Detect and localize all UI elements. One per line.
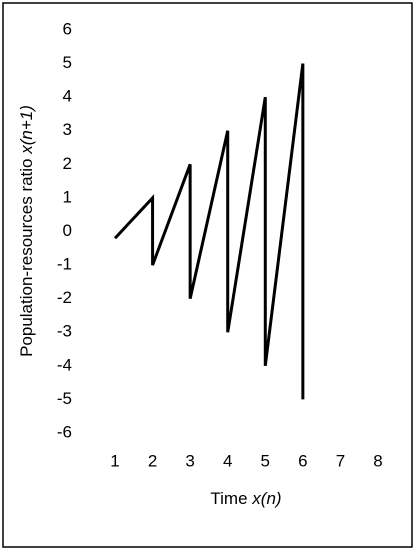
- y-tick-label: -1: [57, 255, 72, 274]
- y-tick-label: 3: [63, 120, 72, 139]
- y-tick-label: -4: [57, 355, 72, 374]
- y-tick-label: -2: [57, 288, 72, 307]
- x-label-text: Time: [210, 489, 247, 508]
- y-tick-label: 6: [63, 19, 72, 38]
- x-tick-label: 1: [110, 451, 119, 470]
- x-tick-label: 6: [298, 451, 307, 470]
- x-tick-label: 8: [373, 451, 382, 470]
- y-tick-label: -3: [57, 322, 72, 341]
- y-tick-label: 1: [63, 187, 72, 206]
- x-label-var: x(n): [251, 489, 281, 508]
- y-tick-label: -6: [57, 422, 72, 441]
- x-tick-label: 5: [261, 451, 270, 470]
- x-tick-label: 4: [223, 451, 232, 470]
- y-label-var: x(n+1): [17, 105, 36, 155]
- x-tick-label: 7: [336, 451, 345, 470]
- data-line: [113, 63, 305, 400]
- y-tick-label: 4: [63, 87, 72, 106]
- y-label-text: Population-resources ratio: [17, 158, 36, 356]
- y-tick-label: 5: [63, 53, 72, 72]
- x-axis-label: Time x(n): [210, 489, 281, 508]
- x-tick-label: 2: [148, 451, 157, 470]
- y-tick-label: 2: [63, 154, 72, 173]
- y-tick-label: -5: [57, 389, 72, 408]
- y-axis-label: Population-resources ratio x(n+1): [17, 105, 36, 357]
- y-tick-label: 0: [63, 221, 72, 240]
- x-tick-label: 3: [185, 451, 194, 470]
